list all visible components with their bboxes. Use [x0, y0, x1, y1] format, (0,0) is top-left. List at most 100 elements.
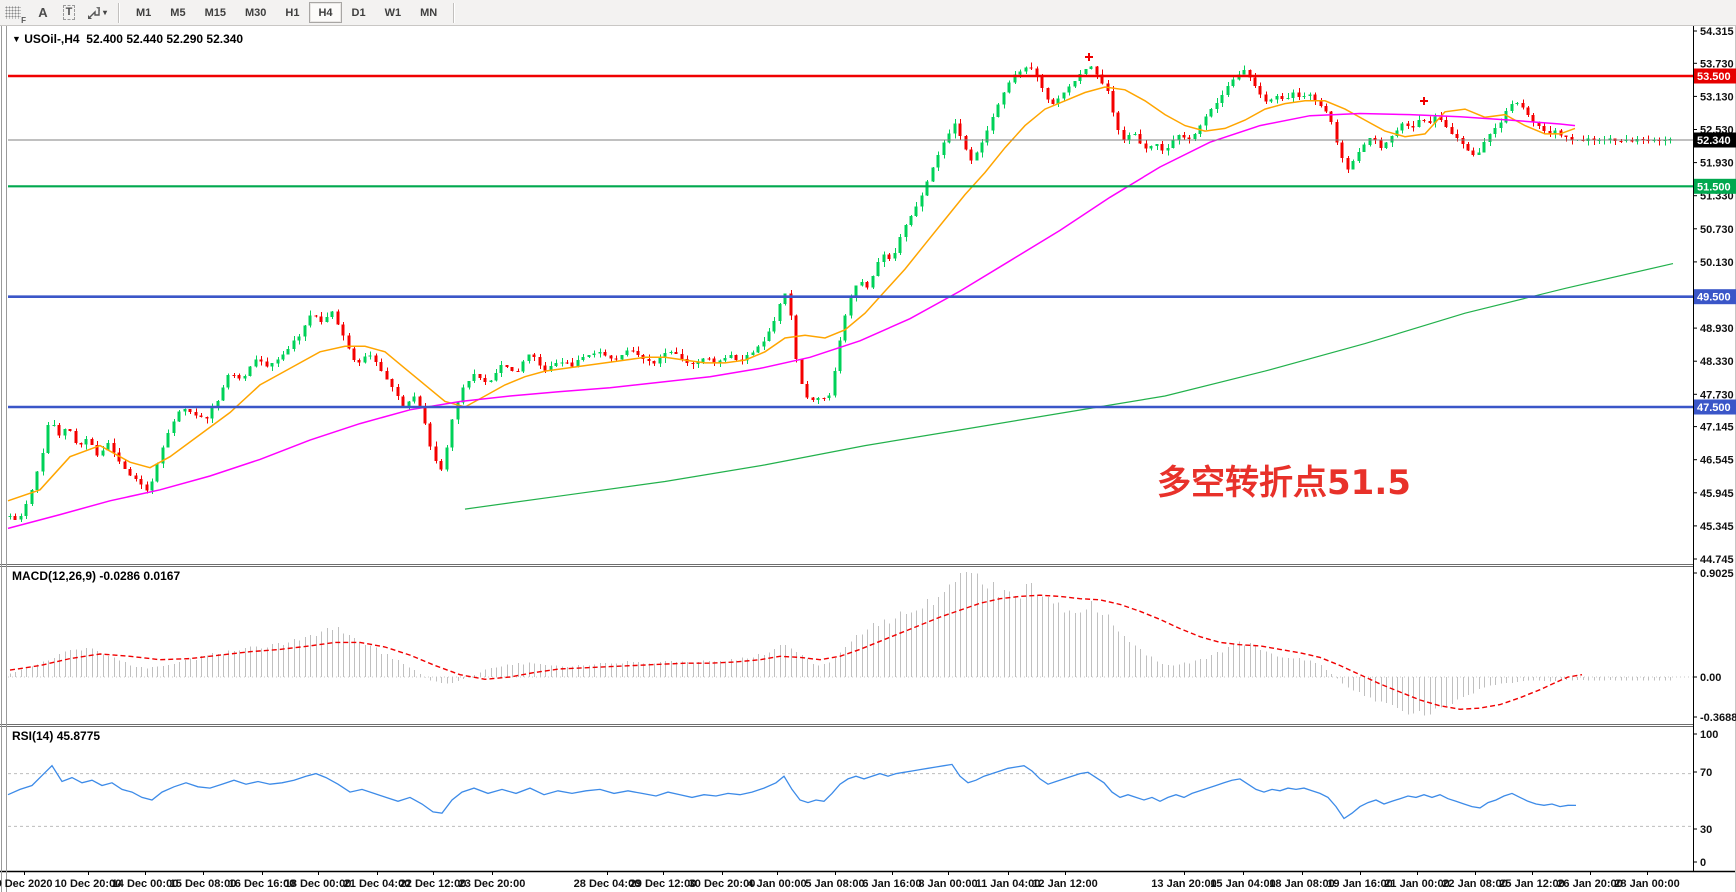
- candle-body: [1040, 77, 1044, 88]
- macd-tick-label: 0.9025: [1700, 568, 1734, 580]
- time-tick-label: 21 Jan 00:00: [1384, 878, 1449, 890]
- grid-dots-icon: [5, 5, 21, 19]
- candle-body: [1455, 133, 1459, 139]
- candle-body: [95, 445, 99, 456]
- candle-body: [357, 359, 361, 363]
- candle-body: [1215, 102, 1219, 109]
- timeframe-toolbar: M1 M5 M15 M30 H1 H4 D1 W1 MN: [127, 2, 446, 23]
- toolbar-drag-handle[interactable]: F: [3, 4, 26, 25]
- rsi-tick-label: 100: [1700, 729, 1718, 741]
- candle-body: [800, 359, 804, 384]
- candle-body: [385, 371, 389, 380]
- candle-body: [1144, 143, 1148, 149]
- candle-body: [904, 224, 908, 237]
- candle-body: [609, 355, 613, 359]
- candle-body: [41, 452, 45, 472]
- arrows-tool-button[interactable]: ▾: [83, 2, 111, 24]
- tf-button-M15[interactable]: M15: [196, 2, 235, 23]
- ma-mid-magenta-line: [7, 112, 1576, 530]
- candle-body: [925, 181, 929, 196]
- candle-body: [396, 386, 400, 397]
- candle-body: [134, 475, 138, 479]
- symbol-dropdown-icon[interactable]: ▼: [12, 34, 21, 44]
- candle-body: [128, 469, 132, 476]
- candle-body: [1357, 152, 1361, 162]
- price-badge-label: 53.500: [1697, 71, 1731, 83]
- candle-body: [1111, 90, 1115, 113]
- chart-title[interactable]: ▼ USOil-,H4 52.400 52.440 52.290 52.340: [12, 32, 243, 46]
- candle-body: [177, 411, 181, 422]
- candle-body: [1450, 127, 1454, 134]
- price-badge-label: 52.340: [1697, 135, 1731, 147]
- text-tool-button[interactable]: T: [57, 2, 81, 24]
- chart-area[interactable]: 54.315 53.730 53.130 52.530 51.930 51.330 50.7…: [0, 26, 1736, 892]
- boxed-t-icon: T: [62, 5, 76, 20]
- candle-body: [478, 374, 482, 378]
- candle-body: [658, 358, 662, 364]
- chart-annotation: 多空转折点51.5: [1157, 463, 1411, 503]
- candle-body: [150, 481, 154, 491]
- candle-body: [1264, 94, 1268, 102]
- candle-body: [1433, 116, 1437, 123]
- candle-body: [1531, 115, 1535, 122]
- candle-body: [1499, 122, 1503, 128]
- candle-body: [1335, 122, 1339, 143]
- candle-body: [1390, 136, 1394, 143]
- candle-body: [1373, 137, 1377, 141]
- candle-body: [1351, 161, 1355, 170]
- candle-body: [1379, 140, 1383, 149]
- toolbar: F A T ▾ M1 M5 M15 M30 H1 H4 D1 W1 MN: [0, 0, 1736, 26]
- time-tick-label: 15 Dec 08:00: [170, 878, 237, 890]
- tf-button-M1[interactable]: M1: [127, 2, 160, 23]
- candle-body: [1122, 130, 1126, 141]
- macd-label: MACD(12,26,9): [12, 569, 97, 583]
- candle-body: [510, 367, 514, 372]
- candle-body: [663, 353, 667, 358]
- tf-button-W1[interactable]: W1: [376, 2, 411, 23]
- price-tick-label: 48.930: [1700, 323, 1734, 335]
- price-tick-label: 47.730: [1700, 389, 1734, 401]
- candle-body: [499, 364, 503, 374]
- candle-body: [123, 461, 127, 470]
- candle-body: [106, 443, 110, 451]
- price-badge-label: 49.500: [1697, 292, 1731, 304]
- candle-body: [1002, 92, 1006, 105]
- candle-body: [871, 276, 875, 288]
- candle-body: [1193, 133, 1197, 139]
- tf-button-H1[interactable]: H1: [276, 2, 308, 23]
- candle-body: [265, 361, 269, 367]
- tf-button-H4[interactable]: H4: [309, 2, 342, 23]
- candle-body: [614, 358, 618, 360]
- candle-body: [1138, 134, 1142, 144]
- candle-body: [319, 316, 323, 322]
- rsi-tick-label: 30: [1700, 824, 1712, 836]
- rsi-tick-label: 0: [1700, 857, 1706, 869]
- candle-body: [401, 396, 405, 406]
- chart-canvas[interactable]: 54.31553.73053.13052.53051.93051.33050.7…: [0, 26, 1736, 892]
- candle-body: [24, 503, 28, 516]
- candle-body: [854, 285, 858, 298]
- tf-button-M5[interactable]: M5: [161, 2, 194, 23]
- price-tick-label: 50.730: [1700, 224, 1734, 236]
- candle-body: [188, 409, 192, 412]
- candle-body: [1362, 144, 1366, 153]
- rsi-panel-title: RSI(14) 45.8775: [12, 729, 100, 743]
- tf-button-MN[interactable]: MN: [411, 2, 446, 23]
- candle-body: [980, 142, 984, 153]
- candle-body: [696, 362, 700, 365]
- candle-body: [778, 304, 782, 321]
- macd-tick-label: -0.3688: [1700, 712, 1736, 724]
- candle-body: [843, 315, 847, 341]
- candle-body: [368, 355, 372, 357]
- time-tick-label: 18 Dec 00:00: [285, 878, 352, 890]
- text-label-tool-button[interactable]: A: [31, 2, 55, 24]
- candle-body: [412, 396, 416, 402]
- rsi-label: RSI(14): [12, 729, 54, 743]
- tf-button-M30[interactable]: M30: [236, 2, 275, 23]
- candle-body: [1515, 102, 1519, 104]
- tf-button-D1[interactable]: D1: [343, 2, 375, 23]
- candle-body: [35, 471, 39, 491]
- price-tick-label: 45.345: [1700, 521, 1734, 533]
- candle-body: [494, 373, 498, 381]
